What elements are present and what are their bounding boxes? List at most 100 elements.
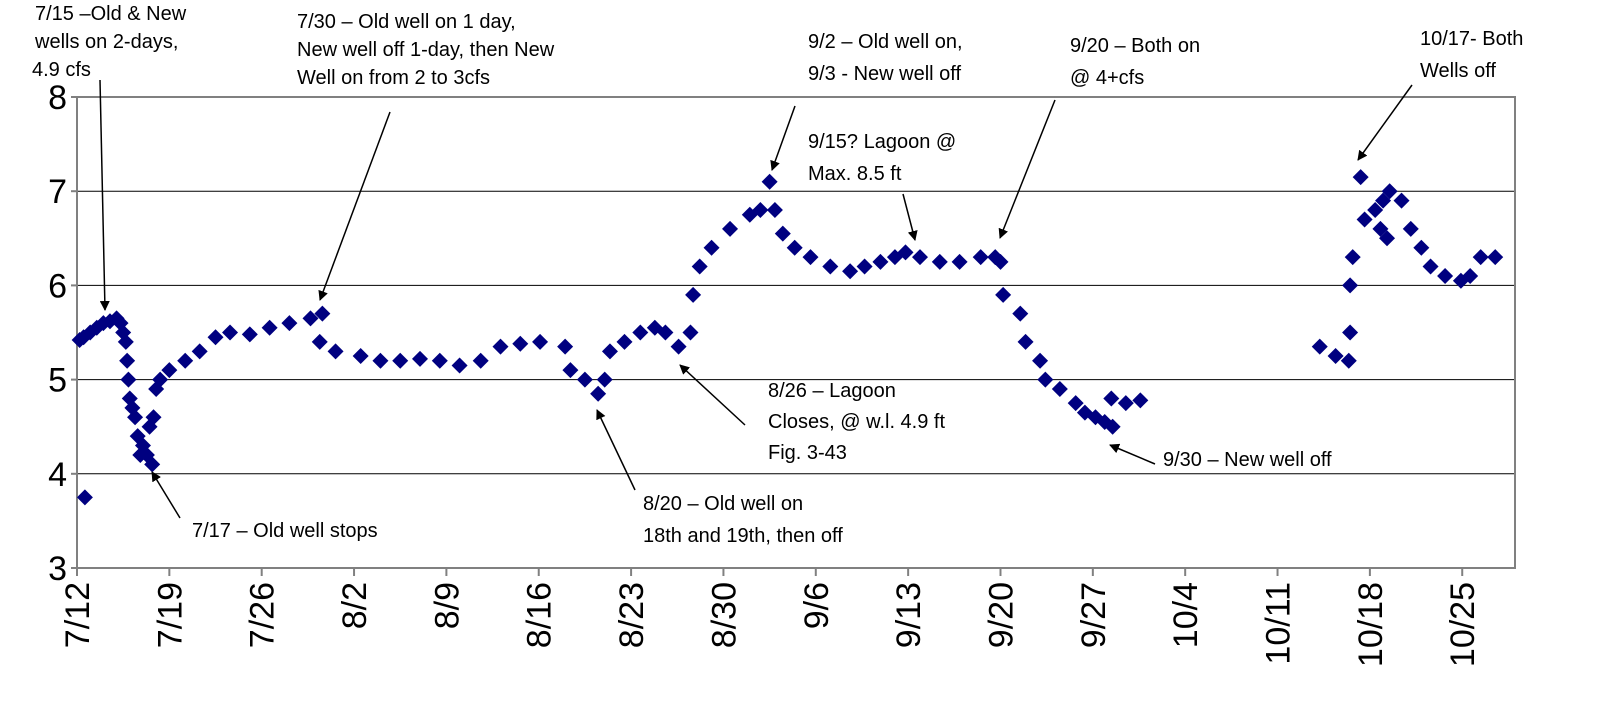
arrow [679,364,746,426]
point [1012,305,1029,322]
point [590,385,607,402]
point [786,239,803,256]
point [311,333,328,350]
point [842,263,859,280]
x-tick-label: 10/25 [1444,582,1482,667]
annotation: Well on from 2 to 3cfs [297,67,490,89]
annotation: Fig. 3-43 [768,442,847,464]
data-points [71,169,1504,506]
point [601,343,618,360]
point [1327,348,1344,365]
point [596,371,613,388]
point [1342,277,1359,294]
plot-frame [76,96,1516,569]
arrow [596,409,636,491]
arrow [998,99,1056,239]
point [145,409,162,426]
annotation: 7/15 –Old & New [35,3,187,25]
x-tick-label: 8/23 [613,582,651,648]
point [557,338,574,355]
point [856,258,873,275]
point [120,371,137,388]
arrow [318,111,391,301]
point [392,352,409,369]
point [327,343,344,360]
point [1487,249,1504,266]
x-tick-label: 9/27 [1075,582,1113,648]
point [352,348,369,365]
point [752,202,769,219]
x-tick-label: 10/4 [1167,582,1205,648]
point [1352,169,1369,186]
point [1132,392,1149,409]
point [451,357,468,374]
point [261,319,278,336]
point [1379,230,1396,247]
annotation: 4.9 cfs [32,59,91,81]
labels: 3 4 5 6 7 8 7/12 7/19 7/26 8/2 8/9 8/16 8/23 8/30 9/6 9… [32,3,1523,667]
point [802,249,819,266]
point [1402,220,1419,237]
point [670,338,687,355]
point [512,335,529,352]
point [241,326,258,343]
annotation: 8/26 – Lagoon [768,380,896,402]
point [886,249,903,266]
y-tick-label: 8 [48,79,67,117]
point [144,456,161,473]
point [472,352,489,369]
point [302,310,319,327]
point [703,239,720,256]
point [657,324,674,341]
x-tick-label: 8/2 [336,582,374,629]
x-tick-label: 8/30 [705,582,743,648]
arrow [902,193,918,241]
x-tick-label: 10/18 [1352,582,1390,667]
point [191,343,208,360]
point [412,350,429,367]
point [1117,395,1134,412]
y-tick-label: 4 [48,456,67,494]
point [115,324,132,341]
point [431,352,448,369]
point [872,253,889,270]
annotation: 18th and 19th, then off [643,525,843,547]
point [1381,183,1398,200]
annotation: 9/30 – New well off [1163,449,1332,471]
point [1367,202,1384,219]
point [1311,338,1328,355]
point [1342,324,1359,341]
point [1372,220,1389,237]
point [685,286,702,303]
x-tick-label: 9/6 [798,582,836,629]
annotation: 9/20 – Both on [1070,35,1200,57]
point [774,225,791,242]
point [492,338,509,355]
y-tick-label: 7 [48,173,67,211]
point [951,253,968,270]
point [912,249,929,266]
point [616,333,633,350]
x-tick-label: 10/11 [1260,582,1298,665]
x-tick-label: 7/12 [59,582,97,648]
point [161,362,178,379]
point [152,371,169,388]
point [576,371,593,388]
point [897,244,914,261]
x-tick-label: 8/16 [521,582,559,648]
point [822,258,839,275]
point [562,362,579,379]
annotation: New well off 1-day, then New [297,39,555,61]
point [119,352,136,369]
annotation: Max. 8.5 ft [808,163,902,185]
annotation: Closes, @ w.l. 4.9 ft [768,411,945,433]
point [972,249,989,266]
annotation: 9/2 – Old well on, [808,31,963,53]
point [314,305,331,322]
arrow [770,105,796,171]
annotation: 9/15? Lagoon @ [808,131,956,153]
arrow [1357,84,1413,161]
point [632,324,649,341]
annotation: 7/30 – Old well on 1 day, [297,11,516,33]
